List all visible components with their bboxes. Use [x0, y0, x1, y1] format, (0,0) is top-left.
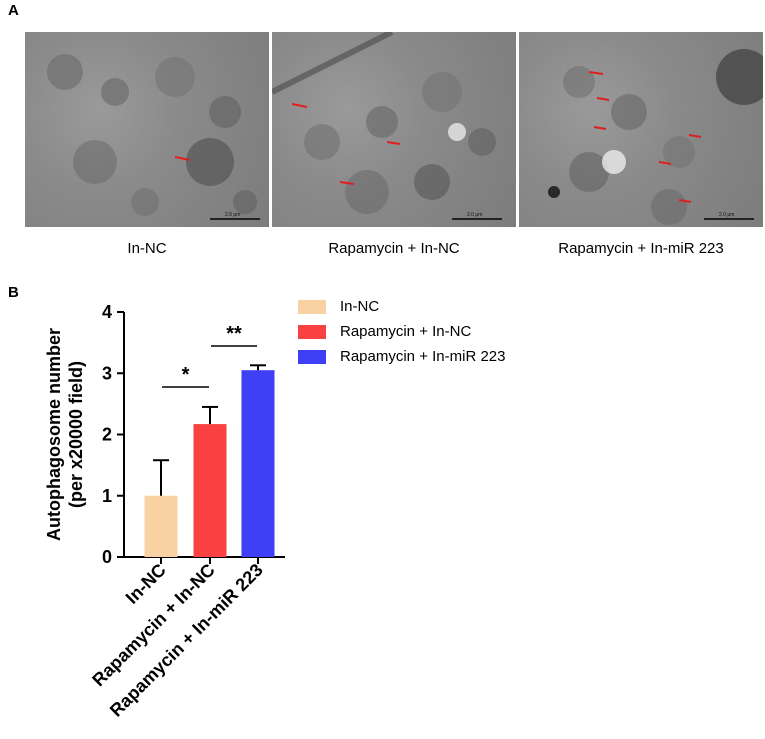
scale-bar-text: 2.0 μm	[467, 212, 482, 218]
legend-label-in-nc: In-NC	[340, 298, 380, 315]
panel-b-label: B	[8, 284, 19, 301]
legend-swatch-in-nc	[298, 300, 326, 314]
em-caption-in-nc: In-NC	[127, 240, 167, 257]
y-tick-label: 1	[102, 486, 112, 506]
legend-swatch-rapamycin-in-nc	[298, 325, 326, 339]
y-axis-label: (per x20000 field)	[66, 361, 86, 508]
legend-label-rapamycin-in-mir223: Rapamycin + In-miR 223	[340, 348, 506, 365]
y-tick-label: 4	[102, 302, 112, 322]
y-tick-label: 2	[102, 425, 112, 445]
em-caption-rapamycin-in-mir223: Rapamycin + In-miR 223	[558, 240, 724, 257]
bar	[144, 495, 178, 557]
em-texture: 2.0 μm	[548, 49, 763, 225]
y-tick-label: 3	[102, 363, 112, 383]
significance-marker: *	[182, 364, 190, 386]
em-image-rapamycin-in-mir223: 2.0 μm	[519, 32, 763, 227]
panel-a-label: A	[8, 2, 19, 19]
em-image-in-nc: 2.0 μm	[25, 32, 269, 227]
y-tick-label: 0	[102, 547, 112, 567]
y-axis-label: Autophagosome number	[44, 328, 64, 541]
em-caption-rapamycin-in-nc: Rapamycin + In-NC	[328, 240, 460, 257]
em-image-rapamycin-in-nc: 2.0 μm	[272, 32, 516, 227]
significance-marker: **	[226, 323, 242, 345]
em-texture: 2.0 μm	[272, 32, 502, 220]
bar-chart: 0 1 2 3 4 Autophagosome number (per x20000 fie…	[44, 302, 285, 721]
bar	[193, 424, 227, 557]
bar	[241, 370, 275, 557]
em-texture: 2.0 μm	[47, 54, 260, 220]
scale-bar-text: 2.0 μm	[719, 212, 734, 218]
scale-bar-text: 2.0 μm	[225, 212, 240, 218]
legend-label-rapamycin-in-nc: Rapamycin + In-NC	[340, 323, 472, 340]
legend-swatch-rapamycin-in-mir223	[298, 350, 326, 364]
